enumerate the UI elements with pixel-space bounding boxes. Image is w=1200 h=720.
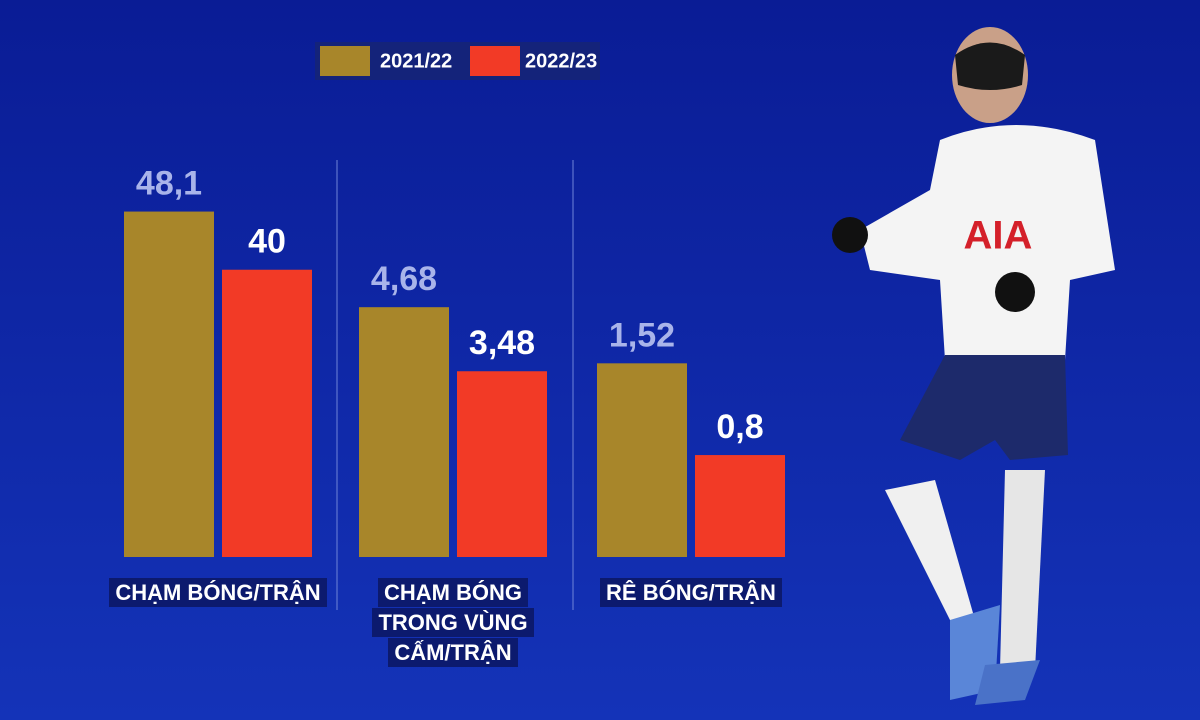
category-title: CHẠM BÓNG TRONG VÙNG CẤM/TRẬN [343,578,563,668]
value-label: 1,52 [609,316,675,354]
category-title: CHẠM BÓNG/TRẬN [108,578,328,608]
value-label: 0,8 [716,408,763,446]
category-title-text: CHẠM BÓNG TRONG VÙNG CẤM/TRẬN [372,578,534,667]
value-label: 3,48 [469,324,535,362]
legend-label: 2021/22 [380,50,452,72]
value-label: 48,1 [136,165,202,203]
bar [695,455,785,557]
category-title: RÊ BÓNG/TRẬN [581,578,801,608]
legend-label: 2022/23 [525,50,597,72]
legend-swatch [470,46,520,76]
player-figure: AIA [832,27,1115,705]
bar [359,307,449,557]
bar [457,371,547,557]
category-title-text: RÊ BÓNG/TRẬN [600,578,782,607]
category-title-text: CHẠM BÓNG/TRẬN [109,578,327,607]
value-label: 4,68 [371,260,437,298]
legend-swatch [320,46,370,76]
shirt-logo: AIA [964,214,1033,258]
bar [124,211,214,557]
bar [222,269,312,557]
value-label: 40 [248,223,286,261]
bar [597,363,687,557]
